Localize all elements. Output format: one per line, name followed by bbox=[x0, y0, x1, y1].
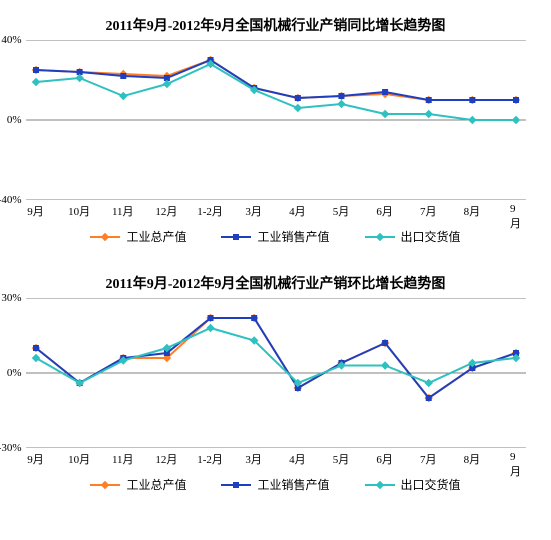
x-tick-label: 10月 bbox=[68, 200, 90, 219]
legend-item: 工业销售产值 bbox=[221, 476, 329, 493]
legend-item: 出口交货值 bbox=[365, 476, 461, 493]
legend-label: 出口交货值 bbox=[401, 476, 461, 493]
legend-item: 工业总产值 bbox=[90, 228, 186, 245]
legend-swatch-icon bbox=[221, 484, 251, 486]
x-tick-label: 11月 bbox=[112, 448, 134, 467]
chart-1-title: 2011年9月-2012年9月全国机械行业产销同比增长趋势图 bbox=[10, 15, 541, 35]
legend-item: 工业销售产值 bbox=[221, 228, 329, 245]
legend-label: 工业总产值 bbox=[126, 228, 186, 245]
legend-label: 工业总产值 bbox=[126, 476, 186, 493]
chart-2-title: 2011年9月-2012年9月全国机械行业产销环比增长趋势图 bbox=[10, 273, 541, 293]
legend-label: 工业销售产值 bbox=[257, 476, 329, 493]
x-tick-label: 1-2月 bbox=[197, 200, 223, 219]
x-tick-label: 10月 bbox=[68, 448, 90, 467]
chart-2-plot: -30%0%30%9月10月11月12月1-2月3月4月5月6月7月8月9月 bbox=[26, 298, 526, 448]
chart-1-plot: -40%0%40%9月10月11月12月1-2月3月4月5月6月7月8月9月 bbox=[26, 40, 526, 200]
x-tick-label: 7月 bbox=[420, 448, 437, 467]
y-tick-label: -40% bbox=[0, 194, 26, 206]
legend-swatch-icon bbox=[90, 236, 120, 238]
legend-label: 出口交货值 bbox=[401, 228, 461, 245]
y-tick-label: 0% bbox=[7, 367, 26, 379]
x-tick-label: 6月 bbox=[376, 200, 393, 219]
x-tick-label: 7月 bbox=[420, 200, 437, 219]
x-tick-label: 9月 bbox=[510, 448, 521, 479]
x-tick-label: 6月 bbox=[376, 448, 393, 467]
legend-label: 工业销售产值 bbox=[257, 228, 329, 245]
x-tick-label: 9月 bbox=[27, 200, 44, 219]
chart-1-legend: 工业总产值 工业销售产值 出口交货值 bbox=[10, 228, 541, 245]
y-tick-label: 0% bbox=[7, 114, 26, 126]
legend-swatch-icon bbox=[221, 236, 251, 238]
x-tick-label: 11月 bbox=[112, 200, 134, 219]
legend-item: 工业总产值 bbox=[90, 476, 186, 493]
x-tick-label: 9月 bbox=[27, 448, 44, 467]
y-tick-label: 30% bbox=[1, 292, 25, 304]
x-tick-label: 8月 bbox=[464, 200, 481, 219]
x-tick-label: 5月 bbox=[333, 200, 350, 219]
chart-2-container: 2011年9月-2012年9月全国机械行业产销环比增长趋势图 -30%0%30%… bbox=[0, 258, 551, 506]
y-tick-label: -30% bbox=[0, 442, 26, 454]
x-tick-label: 9月 bbox=[510, 200, 521, 231]
x-tick-label: 8月 bbox=[464, 448, 481, 467]
y-tick-label: 40% bbox=[1, 34, 25, 46]
x-tick-label: 4月 bbox=[289, 448, 306, 467]
x-tick-label: 3月 bbox=[245, 200, 262, 219]
chart-2-legend: 工业总产值 工业销售产值 出口交货值 bbox=[10, 476, 541, 493]
x-tick-label: 1-2月 bbox=[197, 448, 223, 467]
x-tick-label: 3月 bbox=[245, 448, 262, 467]
x-tick-label: 12月 bbox=[155, 448, 177, 467]
x-tick-label: 4月 bbox=[289, 200, 306, 219]
x-tick-label: 5月 bbox=[333, 448, 350, 467]
legend-swatch-icon bbox=[365, 484, 395, 486]
legend-swatch-icon bbox=[90, 484, 120, 486]
legend-swatch-icon bbox=[365, 236, 395, 238]
legend-item: 出口交货值 bbox=[365, 228, 461, 245]
x-tick-label: 12月 bbox=[155, 200, 177, 219]
chart-1-container: 2011年9月-2012年9月全国机械行业产销同比增长趋势图 -40%0%40%… bbox=[0, 0, 551, 258]
